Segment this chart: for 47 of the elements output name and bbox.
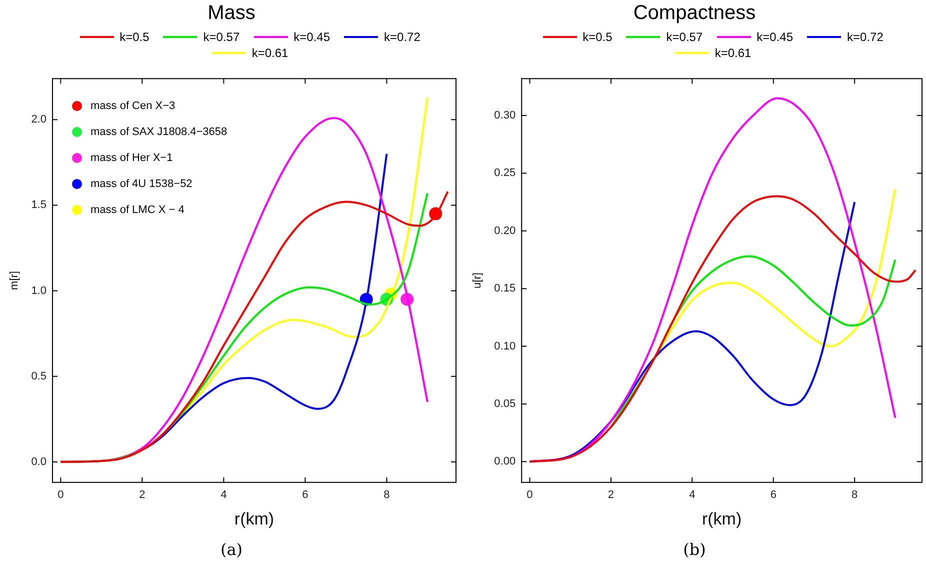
y-tick-label: 0.15 bbox=[494, 282, 516, 295]
x-tick-label: 4 bbox=[689, 489, 696, 502]
legend-label: mass of Her X−1 bbox=[90, 152, 173, 164]
legend-label: mass of 4U 1538−52 bbox=[90, 178, 192, 190]
legend-label: k=0.45 bbox=[756, 30, 794, 44]
x-tick-label: 6 bbox=[770, 489, 776, 502]
legend-label: mass of SAX J1808.4−3658 bbox=[90, 126, 228, 138]
x-tick-label: 4 bbox=[220, 489, 227, 502]
x-tick-label: 6 bbox=[302, 489, 308, 502]
line-series bbox=[610, 255, 896, 428]
y-tick-label: 0.05 bbox=[494, 398, 516, 410]
legend-label: k=0.5 bbox=[120, 30, 150, 44]
legend-label: k=0.57 bbox=[203, 30, 240, 44]
legend-label: k=0.61 bbox=[714, 46, 752, 60]
legend-label: k=0.61 bbox=[252, 46, 288, 60]
y-tick-label: 0.10 bbox=[494, 340, 516, 352]
line-series bbox=[528, 195, 917, 463]
x-axis-title: r(km) bbox=[702, 509, 742, 528]
x-tick-label: 8 bbox=[384, 489, 390, 502]
y-tick-label: 1.0 bbox=[31, 284, 46, 297]
legend-label: k=0.45 bbox=[294, 30, 330, 44]
y-tick-label: 2.0 bbox=[31, 114, 46, 126]
y-tick-label: 0.30 bbox=[494, 110, 516, 122]
legend-label: k=0.5 bbox=[582, 30, 612, 44]
legend-label: k=0.72 bbox=[847, 30, 884, 44]
x-tick-label: 0 bbox=[526, 489, 533, 502]
text: (a) bbox=[219, 540, 244, 559]
x-tick-label: 8 bbox=[852, 489, 858, 502]
legend-label: mass of LMC X − 4 bbox=[90, 204, 184, 216]
chart-title: Mass bbox=[206, 2, 256, 25]
y-axis-title: m[r] bbox=[8, 271, 21, 290]
y-tick-label: 0.20 bbox=[494, 224, 516, 237]
legend-label: mass of Cen X−3 bbox=[90, 100, 176, 112]
text: (b) bbox=[682, 540, 707, 559]
x-tick-label: 2 bbox=[139, 489, 146, 502]
chart-title: Compactness bbox=[632, 2, 757, 25]
legend-label: k=0.72 bbox=[384, 30, 420, 44]
x-tick-label: 0 bbox=[58, 489, 64, 502]
legend-label: k=0.57 bbox=[666, 30, 703, 44]
y-axis-title: u[r] bbox=[472, 272, 484, 288]
y-tick-label: 0.5 bbox=[31, 370, 46, 382]
y-tick-label: 0.00 bbox=[494, 456, 516, 468]
y-tick-label: 0.25 bbox=[494, 167, 516, 180]
x-axis-title: r(km) bbox=[234, 509, 274, 528]
y-tick-label: 1.5 bbox=[31, 199, 46, 212]
y-tick-label: 0.0 bbox=[31, 456, 46, 468]
x-tick-label: 2 bbox=[608, 489, 614, 502]
